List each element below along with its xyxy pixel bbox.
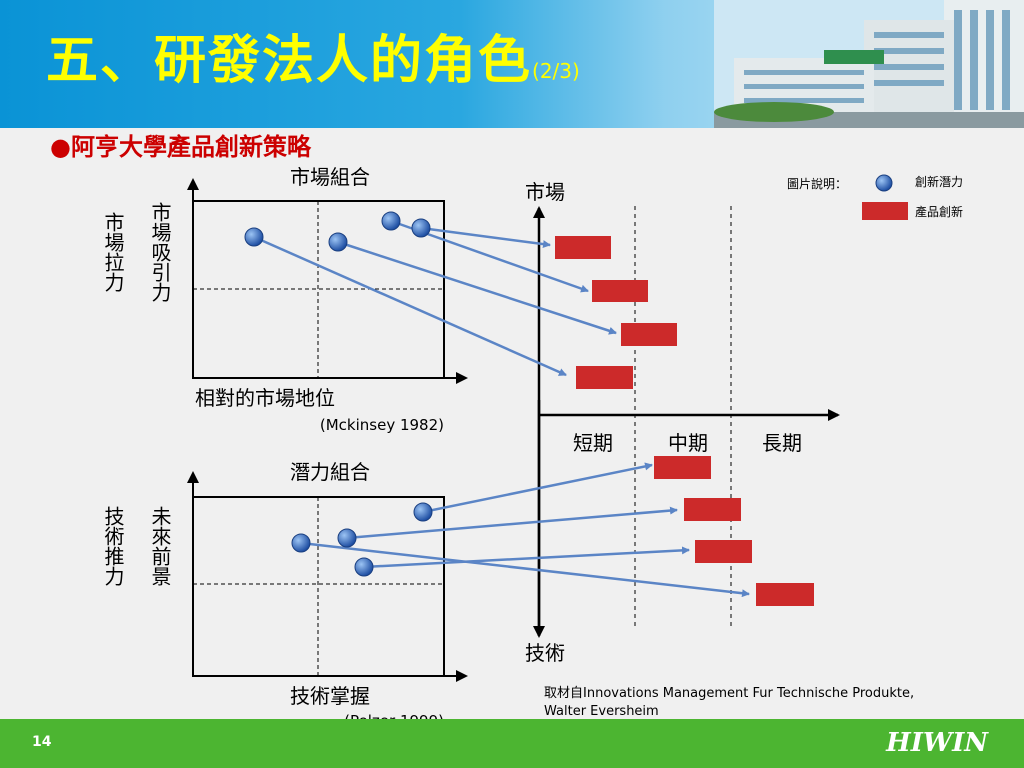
citation-line-2: Walter Eversheim (544, 704, 659, 719)
innovation-circles (244, 211, 433, 577)
brand-logo: HIWIN (886, 728, 988, 758)
timeline-bottom-label: 技術 (525, 641, 565, 665)
product-rect (756, 583, 814, 606)
arrow-6 (346, 506, 678, 540)
potential-circle (411, 218, 431, 238)
potential-circle (413, 502, 433, 522)
title-main: 五、研發法人的角色 (46, 31, 533, 91)
arrow-4 (420, 226, 551, 249)
building-image (714, 0, 1024, 128)
product-rect (621, 323, 677, 346)
legend-rect-label: 產品創新 (915, 204, 963, 219)
timeline-top-label: 市場 (525, 180, 565, 204)
product-rect (654, 456, 711, 479)
arrow-2 (337, 240, 617, 335)
bottom-chart-title: 潛力組合 (290, 460, 370, 484)
product-rect (684, 498, 741, 521)
potential-circle (328, 232, 348, 252)
period-short: 短期 (573, 431, 613, 455)
bottom-matrix: 潛力組合 技術掌握 (Pelzer 1999) 技術推力 未來前景 (101, 460, 468, 720)
title-suffix: (2/3) (532, 59, 580, 83)
bottom-source: (Pelzer 1999) (344, 712, 444, 720)
arrow-7 (363, 546, 690, 569)
section-subtitle: ●阿亨大學產品創新策略 (50, 133, 311, 161)
product-rect (576, 366, 633, 389)
potential-circle (381, 211, 401, 231)
page-number: 14 (32, 734, 52, 750)
product-rect (592, 280, 648, 302)
top-chart-title: 市場組合 (290, 165, 370, 189)
top-matrix: 市場組合 相對的市場地位 (Mckinsey 1982) 市場拉力 市場吸引力 (101, 165, 468, 434)
arrow-8 (300, 541, 750, 598)
header-banner (0, 0, 1024, 128)
potential-circle (291, 533, 311, 553)
legend-circle-label: 創新潛力 (915, 174, 963, 189)
top-source: (Mckinsey 1982) (320, 416, 444, 434)
period-mid: 中期 (668, 431, 708, 455)
potential-circle (244, 227, 264, 247)
period-long: 長期 (762, 431, 802, 455)
arrow-5 (422, 462, 653, 514)
footer-bar (0, 719, 1024, 768)
product-rect (695, 540, 752, 563)
top-x-label: 相對的市場地位 (195, 386, 335, 410)
bottom-x-label: 技術掌握 (290, 684, 370, 708)
bottom-matrix-box (192, 496, 445, 677)
strategy-diagram: 市場組合 相對的市場地位 (Mckinsey 1982) 市場拉力 市場吸引力 … (101, 165, 963, 720)
top-y-label-outer: 市場拉力 (101, 212, 125, 292)
potential-circle (337, 528, 357, 548)
legend-caption: 圖片說明： (787, 176, 847, 191)
top-y-label-inner: 市場吸引力 (148, 202, 172, 302)
page-title: 五、研發法人的角色(2/3) (46, 18, 580, 93)
timeline: 市場 技術 短期 中期 長期 (525, 180, 840, 665)
legend-circle-icon (875, 174, 893, 192)
potential-circle (354, 557, 374, 577)
legend-rect-icon (862, 202, 908, 220)
legend: 圖片說明： 創新潛力 產品創新 (787, 174, 963, 220)
bottom-y-label-inner: 未來前景 (148, 506, 172, 586)
product-rect (555, 236, 611, 259)
bottom-y-label-outer: 技術推力 (101, 506, 125, 586)
citation-line-1: 取材自Innovations Management Fur Technische… (544, 686, 914, 701)
product-rects (555, 236, 814, 606)
arrow-1 (253, 235, 567, 377)
